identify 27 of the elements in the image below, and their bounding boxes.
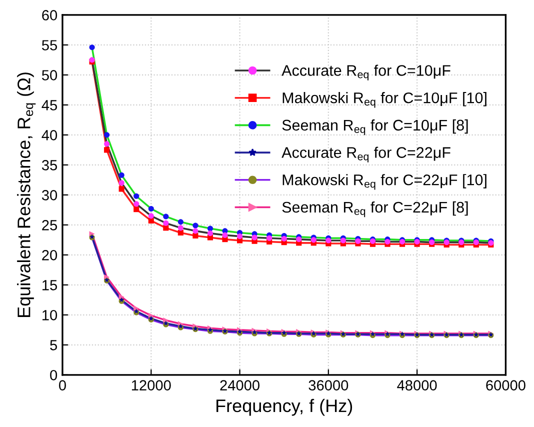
x-tick-label: 0 <box>58 380 66 390</box>
x-tick-label: 36000 <box>308 380 348 390</box>
y-tick-label: 15 <box>42 280 58 290</box>
legend-label: Accurate R$_{eq}$ for C=10μF <box>282 64 450 80</box>
y-tick-label: 0 <box>50 370 58 380</box>
y-tick-label: 45 <box>42 100 58 110</box>
y-tick-label: 10 <box>42 310 58 320</box>
x-tick-label: 12000 <box>132 380 171 390</box>
y-axis-title: Equivalent Resistance, R$_{eq}$ (Ω) <box>17 72 36 317</box>
y-tick-label: 20 <box>42 250 58 260</box>
y-tick-label: 50 <box>42 70 58 80</box>
y-tick-label: 40 <box>42 130 58 140</box>
x-tick-label: 48000 <box>397 380 437 390</box>
y-tick-label: 30 <box>42 190 58 200</box>
legend-label: Makowski R$_{eq}$ for C=10μF [10] <box>282 92 486 108</box>
y-tick-label: 35 <box>42 160 58 170</box>
x-axis-title: Frequency, f (Hz) <box>216 398 352 416</box>
x-tick-label: 24000 <box>220 380 260 390</box>
y-tick-label: 60 <box>42 10 58 20</box>
y-tick-label: 5 <box>50 340 58 350</box>
y-tick-label: 25 <box>42 220 58 230</box>
legend-label: Seeman R$_{eq}$ for C=10μF [8] <box>282 119 468 136</box>
y-tick-label: 55 <box>42 40 58 50</box>
legend-label: Makowski R$_{eq}$ for C=22μF [10] <box>282 174 486 190</box>
x-tick-label: 60000 <box>486 380 526 390</box>
legend-label: Accurate R$_{eq}$ for C=22μF <box>282 146 450 162</box>
legend-label: Seeman R$_{eq}$ for C=22μF [8] <box>282 201 468 218</box>
